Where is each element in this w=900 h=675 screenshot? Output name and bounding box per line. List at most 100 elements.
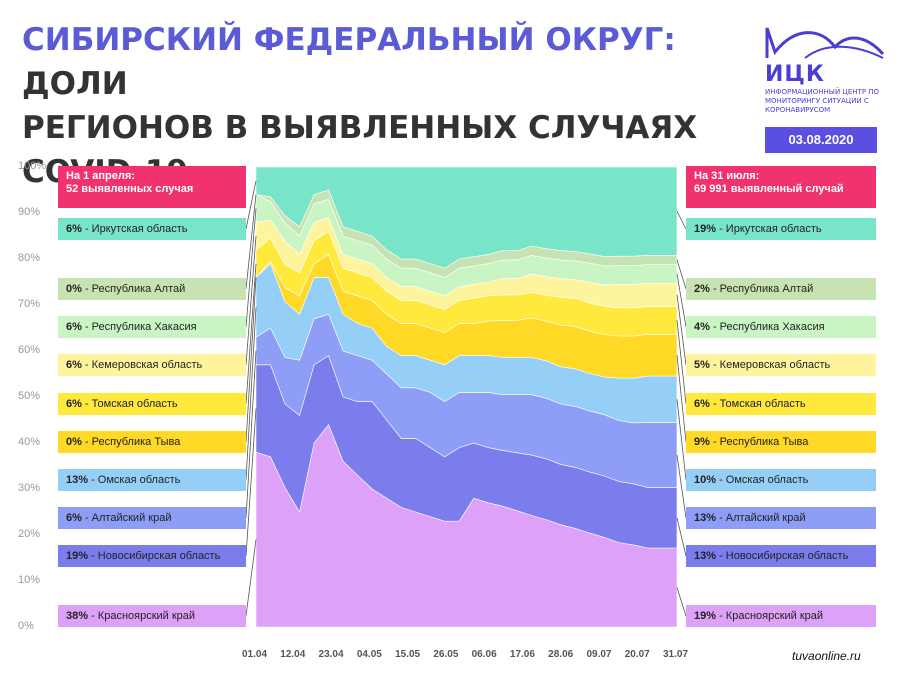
legend-end-label: 13% - Алтайский край: [686, 507, 876, 529]
legend-end-label: 13% - Новосибирская область: [686, 545, 876, 567]
legend-series-name: - Томская область: [81, 398, 178, 410]
legend-connector-line: [245, 194, 257, 290]
icc-logo-icon: [765, 27, 885, 59]
x-tick-label: 31.07: [663, 649, 689, 660]
start-info-line2: 52 выявленных случая: [66, 183, 194, 195]
legend-percent: 13%: [694, 550, 717, 562]
legend-start-label: 38% - Красноярский край: [58, 605, 246, 627]
legend-series-name: - Кемеровская область: [709, 359, 831, 371]
legend-connector-line: [245, 235, 257, 366]
legend-connector-line: [676, 455, 687, 519]
start-info-box: На 1 апреля: 52 выявленных случая: [58, 166, 246, 208]
legend-percent: 19%: [66, 550, 89, 562]
legend-connector-line: [676, 294, 687, 366]
legend-percent: 19%: [694, 223, 717, 235]
legend-connector-line: [245, 539, 257, 617]
title-rest: ДОЛИ: [22, 66, 128, 102]
legend-end-label: 4% - Республика Хакасия: [686, 316, 876, 338]
y-tick-label: 10%: [18, 574, 41, 586]
legend-series-name: - Омская область: [716, 474, 809, 486]
legend-connector-line: [245, 208, 257, 328]
y-tick-label: 0%: [18, 620, 34, 632]
legend-end-label: 2% - Республика Алтай: [686, 278, 876, 300]
legend-series-name: - Омская область: [88, 474, 181, 486]
legend-connector-line: [245, 350, 257, 519]
legend-series-name: - Новосибирская область: [88, 550, 221, 562]
legend-series-name: - Республика Тыва: [709, 436, 809, 448]
legend-start-label: 6% - Республика Хакасия: [58, 316, 246, 338]
legend-connector-line: [245, 408, 257, 557]
legend-connector-line: [676, 517, 687, 557]
legend-start-label: 0% - Республика Алтай: [58, 278, 246, 300]
area-series: [255, 166, 678, 269]
y-tick-label: 20%: [18, 528, 41, 540]
legend-connector-line: [676, 399, 687, 481]
legend-end-label: 6% - Томская область: [686, 393, 876, 415]
legend-percent: 9%: [694, 436, 710, 448]
legend-end-label: 10% - Омская область: [686, 469, 876, 491]
x-tick-label: 09.07: [586, 649, 612, 660]
source-part2: online.ru: [814, 649, 861, 663]
end-info-line2: 69 991 выявленный случай: [694, 183, 844, 195]
legend-connector-line: [245, 277, 257, 443]
legend-connector-line: [676, 587, 687, 617]
x-tick-label: 12.04: [280, 649, 306, 660]
legend-series-name: - Алтайский край: [81, 512, 172, 524]
legend-percent: 38%: [66, 610, 89, 622]
legend-series-name: - Красноярский край: [88, 610, 196, 622]
source-part1: tuva: [792, 649, 815, 663]
legend-end-label: 19% - Иркутская область: [686, 218, 876, 240]
end-info-line1: На 31 июля:: [694, 170, 760, 182]
legend-series-name: - Иркутская область: [81, 223, 188, 235]
x-tick-label: 26.05: [433, 649, 459, 660]
date-badge: 03.08.2020: [765, 127, 877, 153]
legend-percent: 6%: [66, 223, 82, 235]
legend-percent: 6%: [66, 359, 82, 371]
y-tick-label: 80%: [18, 252, 41, 264]
logo-name: ИЦК: [765, 62, 825, 87]
legend-start-label: 13% - Омская область: [58, 469, 246, 491]
legend-series-name: - Иркутская область: [716, 223, 822, 235]
legend-series-name: - Алтайский край: [716, 512, 806, 524]
legend-series-name: - Кемеровская область: [81, 359, 203, 371]
title-accent: СИБИРСКИЙ ФЕДЕРАЛЬНЫЙ ОКРУГ:: [22, 22, 676, 58]
legend-connector-line: [676, 259, 687, 290]
legend-percent: 13%: [694, 512, 717, 524]
legend-start-label: 0% - Республика Тыва: [58, 431, 246, 453]
legend-percent: 5%: [694, 359, 710, 371]
legend-connector-line: [245, 180, 257, 230]
x-tick-label: 17.06: [509, 649, 535, 660]
legend-series-name: - Новосибирская область: [716, 550, 849, 562]
legend-connector-line: [245, 263, 257, 405]
legend-series-name: - Республика Хакасия: [709, 321, 825, 333]
legend-connector-line: [676, 273, 687, 328]
legend-end-label: 9% - Республика Тыва: [686, 431, 876, 453]
legend-start-label: 6% - Алтайский край: [58, 507, 246, 529]
end-info-box: На 31 июля: 69 991 выявленный случай: [686, 166, 876, 208]
legend-percent: 6%: [66, 321, 82, 333]
x-tick-label: 01.04: [242, 649, 268, 660]
legend-percent: 10%: [694, 474, 717, 486]
legend-series-name: - Красноярский край: [716, 610, 824, 622]
legend-series-name: - Республика Алтай: [709, 283, 814, 295]
title-line2: РЕГИОНОВ В ВЫЯВЛЕННЫХ СЛУЧАЯХ COVID-19: [22, 110, 698, 190]
y-tick-label: 60%: [18, 344, 41, 356]
legend-connector-line: [245, 307, 257, 481]
legend-start-label: 6% - Томская область: [58, 393, 246, 415]
legend-percent: 6%: [66, 398, 82, 410]
x-tick-label: 15.05: [395, 649, 421, 660]
source-credit: tuvaonline.ru: [792, 649, 861, 663]
y-tick-label: 100%: [18, 160, 47, 172]
legend-connector-line: [676, 320, 687, 405]
y-tick-label: 30%: [18, 482, 41, 494]
legend-percent: 2%: [694, 283, 710, 295]
legend-start-label: 6% - Иркутская область: [58, 218, 246, 240]
x-tick-label: 28.06: [548, 649, 574, 660]
legend-percent: 4%: [694, 321, 710, 333]
y-tick-label: 70%: [18, 298, 41, 310]
x-tick-label: 20.07: [624, 649, 650, 660]
legend-connector-line: [676, 210, 687, 230]
y-tick-label: 90%: [18, 206, 41, 218]
x-tick-label: 23.04: [318, 649, 344, 660]
